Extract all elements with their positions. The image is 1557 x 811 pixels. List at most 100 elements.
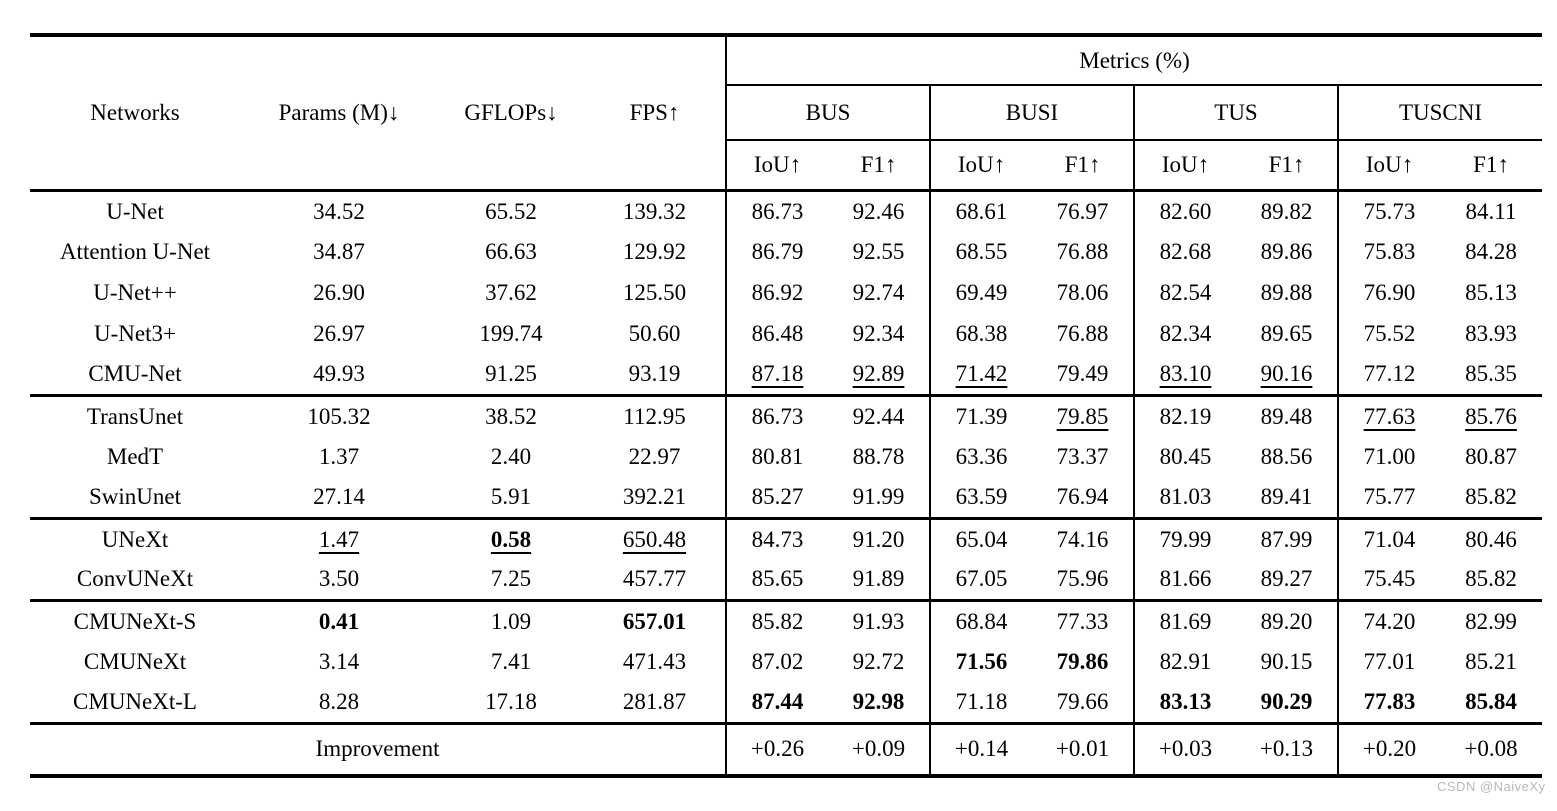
value-cell: 85.35 xyxy=(1465,361,1517,387)
value-cell: 90.16 xyxy=(1260,361,1313,387)
table-row: CMUNeXt-S 0.41 1.09 657.01 85.82 91.93 68.84 77… xyxy=(30,600,1542,642)
value-cell: 71.39 xyxy=(929,395,1032,437)
value-cell: 76.97 xyxy=(1056,198,1109,224)
value-cell: 75.83 xyxy=(1337,231,1440,273)
network-name: U-Net xyxy=(106,198,164,224)
value-cell: 84.11 xyxy=(1465,198,1517,224)
value-cell: 50.60 xyxy=(628,321,681,346)
value-cell: 71.42 xyxy=(929,354,1032,396)
value-cell: 7.25 xyxy=(490,566,532,592)
value-cell: 89.20 xyxy=(1260,608,1313,634)
value-cell: 87.18 xyxy=(725,354,828,396)
value-cell: 63.59 xyxy=(929,477,1032,519)
table-footer: Improvement +0.26 +0.09 +0.14 +0.01 +0.03 +0.… xyxy=(30,723,1542,776)
value-cell: 71.18 xyxy=(929,682,1032,724)
value-cell: 92.89 xyxy=(852,361,905,387)
value-cell: 84.28 xyxy=(1465,239,1517,264)
improvement-value: +0.26 xyxy=(725,723,828,776)
improvement-value: +0.08 xyxy=(1464,736,1518,762)
value-cell: 199.74 xyxy=(479,321,543,346)
value-cell: 80.81 xyxy=(725,436,828,478)
value-cell: 86.48 xyxy=(725,313,828,355)
network-name: TransUnet xyxy=(86,403,184,429)
value-cell: 37.62 xyxy=(485,280,537,305)
value-cell: 74.16 xyxy=(1056,526,1109,552)
value-cell: 1.37 xyxy=(318,444,360,469)
value-cell: 49.93 xyxy=(313,361,365,387)
value-cell: 392.21 xyxy=(622,484,687,510)
improvement-value: +0.09 xyxy=(851,736,906,762)
value-cell: 0.58 xyxy=(490,526,532,552)
value-cell: 77.83 xyxy=(1337,682,1440,724)
value-cell: 74.20 xyxy=(1337,600,1440,642)
table-row: CMUNeXt 3.14 7.41 471.43 87.02 92.72 71.56 79.8… xyxy=(30,641,1542,683)
col-header-f1: F1↑ xyxy=(1064,152,1101,177)
value-cell: 81.03 xyxy=(1133,477,1236,519)
value-cell: 26.90 xyxy=(313,280,365,305)
improvement-label: Improvement xyxy=(315,736,440,762)
improvement-value: +0.13 xyxy=(1259,736,1314,762)
value-cell: 27.14 xyxy=(313,484,365,510)
value-cell: 79.85 xyxy=(1056,403,1109,429)
value-cell: 26.97 xyxy=(313,321,365,346)
value-cell: 71.04 xyxy=(1337,518,1440,560)
value-cell: 92.46 xyxy=(852,198,905,224)
value-cell: 85.13 xyxy=(1465,280,1517,305)
value-cell: 0.41 xyxy=(318,608,360,634)
value-cell: 38.52 xyxy=(485,403,537,429)
network-name: CMU-Net xyxy=(88,361,182,387)
value-cell: 89.41 xyxy=(1260,484,1313,510)
value-cell: 76.88 xyxy=(1056,321,1109,346)
value-cell: 93.19 xyxy=(628,361,681,387)
value-cell: 80.45 xyxy=(1133,436,1236,478)
value-cell: 82.99 xyxy=(1465,608,1517,634)
network-name: Attention U-Net xyxy=(59,239,211,264)
col-header-f1: F1↑ xyxy=(1473,152,1509,177)
value-cell: 66.63 xyxy=(485,239,537,264)
value-cell: 82.91 xyxy=(1133,641,1236,683)
value-cell: 76.88 xyxy=(1056,239,1109,264)
value-cell: 79.49 xyxy=(1056,361,1109,387)
value-cell: 34.87 xyxy=(313,239,365,264)
value-cell: 73.37 xyxy=(1056,444,1109,469)
value-cell: 8.28 xyxy=(318,689,360,715)
network-name: UNeXt xyxy=(101,526,169,552)
network-name: U-Net3+ xyxy=(94,321,176,346)
value-cell: 1.09 xyxy=(490,608,532,634)
improvement-value: +0.03 xyxy=(1133,723,1236,776)
network-name: SwinUnet xyxy=(89,484,181,510)
col-header-fps: FPS↑ xyxy=(629,100,680,125)
col-header-iou: IoU↑ xyxy=(725,140,828,191)
col-header-dataset-tuscni: TUSCNI xyxy=(1337,85,1542,141)
value-cell: 88.78 xyxy=(852,444,905,469)
value-cell: 75.73 xyxy=(1337,190,1440,232)
value-cell: 83.93 xyxy=(1465,321,1517,346)
value-cell: 85.82 xyxy=(1465,566,1517,592)
value-cell: 65.04 xyxy=(929,518,1032,560)
value-cell: 17.18 xyxy=(485,689,537,715)
table-row: UNeXt 1.47 0.58 650.48 84.73 91.20 65.04 74.16 7… xyxy=(30,518,1542,560)
value-cell: 77.01 xyxy=(1337,641,1440,683)
value-cell: 3.50 xyxy=(318,566,360,592)
value-cell: 67.05 xyxy=(929,559,1032,601)
value-cell: 77.12 xyxy=(1337,354,1440,396)
value-cell: 89.65 xyxy=(1260,321,1313,346)
network-name: U-Net++ xyxy=(93,280,177,305)
value-cell: 85.76 xyxy=(1465,403,1517,429)
value-cell: 86.92 xyxy=(725,272,828,314)
value-cell: 79.86 xyxy=(1056,649,1109,674)
value-cell: 90.29 xyxy=(1260,689,1313,715)
table-row: Attention U-Net 34.87 66.63 129.92 86.79 92.5… xyxy=(30,231,1542,273)
value-cell: 81.69 xyxy=(1133,600,1236,642)
table-row: MedT 1.37 2.40 22.97 80.81 88.78 63.36 73.37 80.… xyxy=(30,436,1542,478)
header-row-metrics: Networks Params (M)↓ GFLOPs↓ FPS↑ Metric… xyxy=(30,35,1542,125)
improvement-value: +0.14 xyxy=(929,723,1032,776)
value-cell: 87.99 xyxy=(1260,526,1313,552)
value-cell: 125.50 xyxy=(622,280,687,305)
col-header-iou: IoU↑ xyxy=(929,140,1032,191)
value-cell: 89.82 xyxy=(1260,198,1313,224)
table-row: CMU-Net 49.93 91.25 93.19 87.18 92.89 71.42 79.… xyxy=(30,354,1542,396)
value-cell: 86.79 xyxy=(725,231,828,273)
value-cell: 76.90 xyxy=(1337,272,1440,314)
value-cell: 79.99 xyxy=(1133,518,1236,560)
